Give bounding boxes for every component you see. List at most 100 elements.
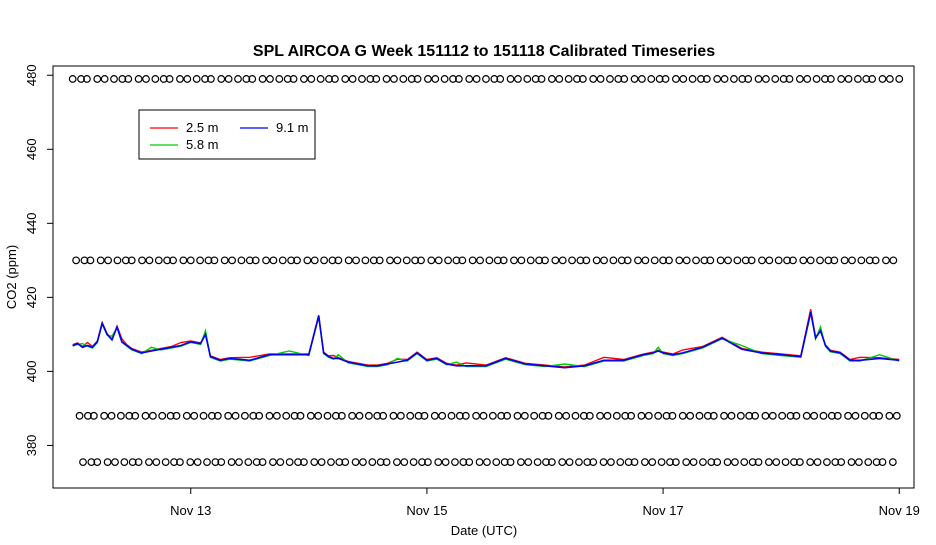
calibration-point [417, 256, 425, 265]
series-line-9-1m [72, 312, 900, 369]
calibration-point [781, 458, 790, 466]
calibration-point [716, 256, 725, 265]
calibration-point [447, 411, 456, 420]
calibration-point [488, 411, 497, 420]
calibration-point [213, 411, 222, 420]
calibration-point [320, 256, 328, 265]
calibration-point [368, 458, 377, 466]
calibration-point [736, 411, 745, 420]
calibration-point [376, 458, 385, 466]
calibration-point [461, 411, 470, 420]
calibration-point [795, 75, 804, 83]
calibration-point [627, 411, 635, 420]
calibration-point [655, 75, 664, 83]
calibration-point [768, 411, 777, 420]
calibration-point [364, 411, 373, 420]
calibration-point [699, 458, 707, 466]
calibration-point [424, 75, 432, 83]
calibration-point [310, 256, 319, 265]
calibration-point [303, 256, 312, 265]
calibration-point [840, 256, 849, 265]
calibration-point [785, 75, 794, 83]
calibration-point [372, 75, 381, 83]
calibration-point [335, 458, 344, 466]
calibration-point [128, 458, 137, 466]
calibration-point [806, 458, 815, 466]
legend: 2.5 m 5.8 m 9.1 m [138, 109, 316, 160]
calibration-point [637, 411, 646, 420]
x-tick-label: Nov 15 [406, 503, 447, 518]
calibration-point [103, 458, 112, 466]
calibration-point [142, 75, 150, 83]
calibration-point [499, 256, 508, 265]
calibration-point [600, 256, 608, 265]
calibration-point [459, 458, 468, 466]
calibration-point [741, 256, 750, 265]
calibration-point [844, 411, 852, 420]
calibration-point [616, 458, 625, 466]
calibration-point [379, 411, 388, 420]
y-tick-label: 380 [24, 435, 39, 457]
calibration-point [579, 411, 588, 420]
calibration-point [382, 458, 391, 466]
calibration-point [709, 411, 718, 420]
calibration-point [640, 458, 649, 466]
calibration-point [440, 75, 449, 83]
calibration-point [810, 411, 819, 420]
calibration-point [682, 256, 691, 265]
calibration-point [609, 256, 618, 265]
calibration-point [706, 256, 715, 265]
series-line-5-8m [72, 312, 900, 368]
calibration-point [765, 256, 774, 265]
calibration-point [272, 411, 281, 420]
x-axis: Nov 13 Nov 15 Nov 17 Nov 19 [170, 488, 920, 518]
legend-label: 5.8 m [186, 137, 219, 152]
calibration-point [888, 458, 897, 466]
calibration-point [585, 411, 594, 420]
calibration-point [316, 75, 325, 83]
calibration-point [868, 75, 877, 83]
calibration-point [314, 411, 323, 420]
calibration-point [176, 458, 184, 466]
calibration-point [290, 411, 299, 420]
calibration-point [211, 458, 220, 466]
calibration-point [227, 458, 236, 466]
calibration-point [183, 75, 192, 83]
calibration-point [420, 411, 429, 420]
calibration-point [179, 256, 188, 265]
calibration-point [451, 458, 459, 466]
calibration-point [269, 256, 278, 265]
calibration-point [516, 458, 525, 466]
calibration-point [496, 75, 505, 83]
legend-label: 9.1 m [276, 120, 309, 135]
calibration-point [510, 256, 518, 265]
calibration-point [589, 458, 598, 466]
calibration-point [166, 411, 175, 420]
calibration-point [703, 411, 712, 420]
calibration-point [107, 411, 116, 420]
calibration-point [878, 458, 887, 466]
calibration-point [355, 411, 364, 420]
calibration-point [857, 256, 866, 265]
calibration-point [294, 458, 302, 466]
calibration-point [199, 411, 208, 420]
calibration-point [720, 411, 728, 420]
calibration-point [161, 458, 170, 466]
calibration-point [778, 411, 787, 420]
calibration-point [275, 75, 284, 83]
calibration-point [526, 256, 535, 265]
calibration-point [84, 411, 92, 420]
calibration-point [145, 458, 153, 466]
calibration-point [258, 458, 267, 466]
calibration-point [606, 75, 614, 83]
calibration-point [713, 458, 722, 466]
calibration-point [885, 75, 894, 83]
calibration-point [537, 75, 546, 83]
calibration-point [72, 256, 81, 265]
calibration-point [148, 411, 157, 420]
calibration-point [506, 458, 515, 466]
calibration-point [803, 75, 812, 83]
calibration-point [774, 256, 783, 265]
calibration-point [833, 411, 842, 420]
